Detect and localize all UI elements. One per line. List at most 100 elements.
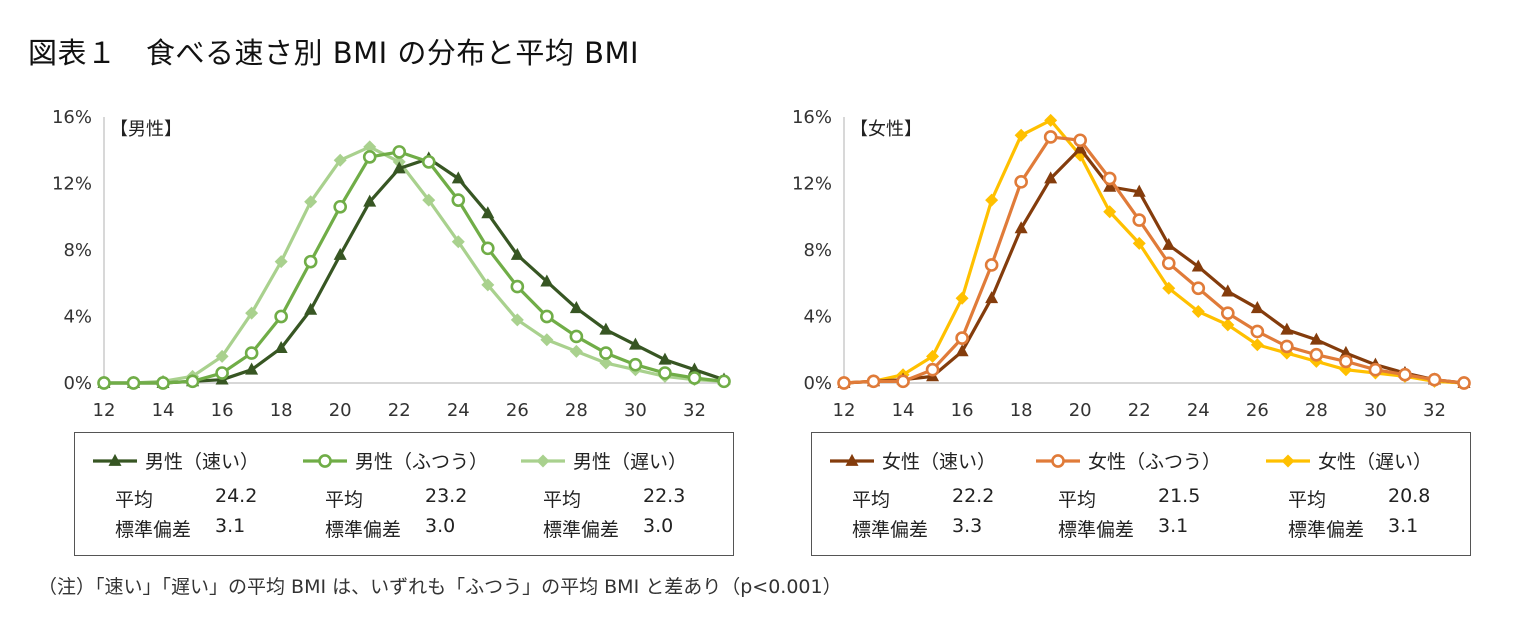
data-point: [540, 309, 554, 324]
data-point: [569, 301, 583, 314]
data-point: [363, 194, 377, 207]
y-tick-label: 8%: [63, 240, 92, 261]
data-point: [304, 302, 318, 315]
data-point: [1427, 372, 1442, 387]
data-point: [274, 255, 288, 269]
data-point: [1250, 338, 1264, 352]
data-point: [1220, 306, 1235, 321]
data-point: [599, 356, 613, 370]
data-point: [156, 376, 170, 390]
data-point: [97, 376, 111, 390]
data-point: [540, 333, 554, 347]
data-point: [185, 374, 200, 389]
data-point: [481, 278, 495, 292]
data-point: [392, 161, 406, 174]
legend-symbol-icon: [521, 454, 565, 468]
x-tick-label: 32: [1423, 400, 1446, 421]
data-point: [1221, 318, 1235, 332]
data-point: [1043, 130, 1058, 144]
x-tick-label: 18: [1010, 400, 1033, 421]
x-tick-label: 18: [270, 400, 293, 421]
data-point: [451, 235, 465, 249]
legend-marker: [1051, 454, 1065, 468]
data-point: [896, 374, 910, 389]
data-point: [215, 349, 229, 363]
legend-mean-value: 23.2: [425, 485, 468, 507]
x-tick-label: 20: [329, 400, 352, 421]
legend-sd-label: 標準偏差: [1288, 519, 1365, 541]
legend-marker: [536, 454, 550, 468]
x-tick-label: 32: [683, 400, 706, 421]
data-point: [1044, 113, 1058, 127]
legend-sd-label: 標準偏差: [115, 519, 192, 541]
x-tick-label: 14: [892, 400, 915, 421]
data-point: [1191, 281, 1206, 296]
panel-label: 【男性】: [110, 119, 182, 140]
data-point: [628, 337, 642, 350]
x-tick-label: 20: [1069, 400, 1092, 421]
data-point: [451, 193, 466, 207]
series-line: [843, 135, 1465, 385]
x-tick-label: 26: [506, 400, 529, 421]
legend-mean-label: 平均: [1058, 489, 1097, 511]
legend-symbol-icon: [830, 453, 874, 466]
data-point: [274, 340, 288, 353]
data-point: [569, 329, 584, 344]
data-point: [837, 376, 851, 390]
data-point: [1309, 347, 1324, 362]
legend-symbol-icon: [1036, 454, 1080, 468]
x-tick-label: 14: [152, 400, 175, 421]
legend-mean-label: 平均: [543, 489, 582, 511]
series-line: [843, 146, 1465, 385]
series-line: [104, 150, 725, 385]
data-point: [658, 366, 672, 380]
legend-series-name: 男性（ふつう）: [355, 451, 489, 473]
male-legend-box: 男性（速い） 平均 24.2 標準偏差 3.1 男性（ふつう） 平均 23.2 標準偏差 3.0 男…: [74, 432, 734, 556]
data-point: [658, 352, 672, 365]
legend-sd-label: 標準偏差: [852, 519, 929, 541]
data-point: [362, 150, 377, 164]
data-point: [244, 346, 259, 360]
data-point: [1309, 332, 1323, 345]
data-point: [926, 349, 940, 363]
x-tick-label: 26: [1246, 400, 1269, 421]
data-point: [245, 362, 259, 375]
data-point: [480, 241, 495, 256]
x-tick-label: 24: [1187, 400, 1210, 421]
legend-sd-label: 標準偏差: [543, 519, 620, 541]
data-point: [1044, 171, 1058, 184]
data-point: [1161, 256, 1176, 271]
legend-mean-value: 24.2: [215, 485, 258, 507]
x-tick-label: 28: [565, 400, 588, 421]
data-point: [866, 374, 881, 389]
series-2: [837, 113, 1471, 390]
data-point: [215, 366, 229, 380]
legend-mean-value: 21.5: [1158, 485, 1201, 507]
legend-series-name: 女性（速い）: [882, 451, 997, 473]
legend-marker: [845, 453, 859, 466]
data-point: [1457, 376, 1471, 390]
data-point: [1103, 179, 1117, 192]
data-point: [687, 362, 701, 375]
legend-sd-label: 標準偏差: [1058, 519, 1135, 541]
legend-sd-value: 3.3: [952, 515, 983, 537]
data-point: [1103, 205, 1117, 219]
data-point: [1132, 213, 1147, 227]
data-point: [717, 374, 731, 389]
legend-sd-value: 3.1: [1158, 515, 1189, 537]
figure-title: 図表１ 食べる速さ別 BMI の分布と平均 BMI: [28, 36, 640, 70]
series-line: [104, 156, 725, 385]
data-point: [1191, 305, 1205, 319]
y-tick-label: 4%: [803, 307, 832, 328]
y-tick-label: 8%: [803, 240, 832, 261]
legend-sd-label: 標準偏差: [325, 519, 402, 541]
data-point: [1398, 367, 1412, 382]
data-point: [955, 331, 969, 345]
x-tick-label: 22: [388, 400, 411, 421]
data-point: [599, 346, 613, 360]
series-2: [97, 140, 731, 390]
y-tick-label: 0%: [803, 373, 832, 394]
data-point: [510, 247, 524, 260]
data-point: [1162, 281, 1176, 295]
legend-mean-label: 平均: [115, 489, 154, 511]
